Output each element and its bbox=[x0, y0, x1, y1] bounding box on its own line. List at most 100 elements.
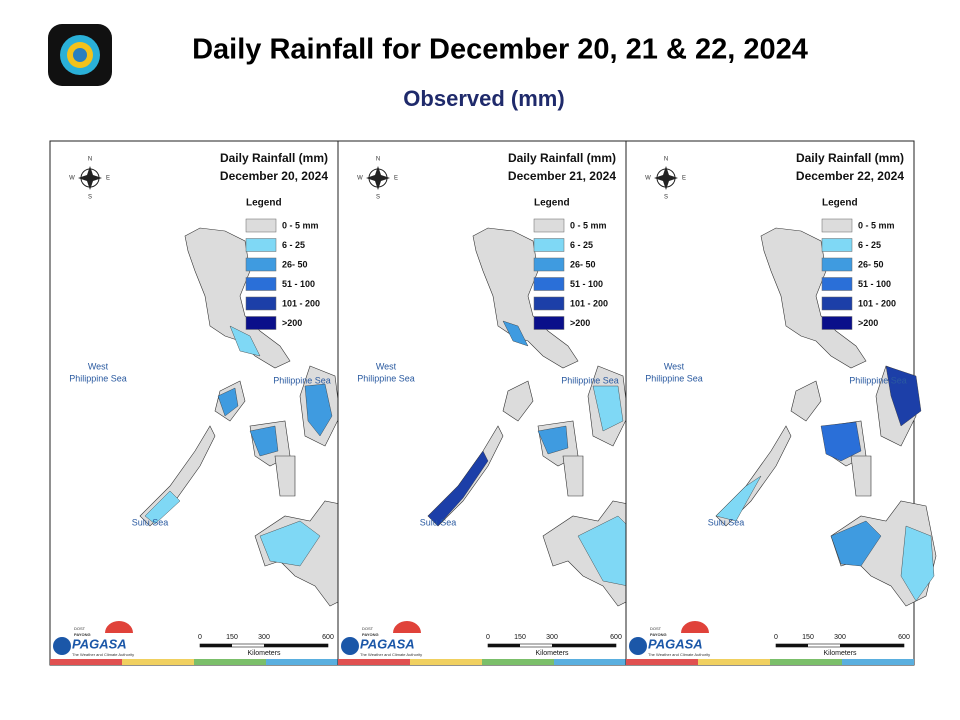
color-strip bbox=[194, 659, 266, 665]
color-strip bbox=[482, 659, 554, 665]
legend-label: 26- 50 bbox=[858, 259, 884, 269]
legend-label: >200 bbox=[858, 318, 878, 328]
logo-text: PAYONG bbox=[650, 632, 667, 637]
legend-label: 0 - 5 mm bbox=[570, 220, 607, 230]
scale-bar bbox=[264, 644, 328, 647]
compass-letter: S bbox=[376, 195, 380, 201]
sea-label: Sulu Sea bbox=[708, 517, 745, 527]
island bbox=[274, 455, 296, 497]
color-strip bbox=[626, 659, 698, 665]
island-map bbox=[427, 227, 649, 607]
compass-letter: N bbox=[664, 157, 668, 163]
logo-name: PAGASA bbox=[360, 636, 415, 651]
logo-umbrella bbox=[681, 621, 709, 633]
scale-label: 600 bbox=[322, 634, 334, 641]
compass-letter: S bbox=[664, 195, 668, 201]
logo-name: PAGASA bbox=[648, 636, 703, 651]
sea-label: Philippine Sea bbox=[357, 373, 415, 383]
island bbox=[184, 227, 291, 369]
legend-label: 26- 50 bbox=[282, 259, 308, 269]
color-strip bbox=[554, 659, 626, 665]
page-subtitle: Observed (mm) bbox=[403, 86, 564, 111]
legend-swatch bbox=[821, 296, 853, 311]
island-map bbox=[139, 227, 361, 607]
color-strip bbox=[842, 659, 914, 665]
compass-star bbox=[654, 166, 678, 190]
sea-label: West bbox=[376, 361, 397, 371]
island-map bbox=[715, 227, 937, 607]
legend-label: 51 - 100 bbox=[282, 279, 315, 289]
compass-letter: N bbox=[376, 157, 380, 163]
logo-text: PAYONG bbox=[74, 632, 91, 637]
compass-letter: E bbox=[106, 176, 110, 182]
legend-label: 51 - 100 bbox=[570, 279, 603, 289]
map-heading: Daily Rainfall (mm) bbox=[796, 151, 904, 165]
compass-star bbox=[78, 166, 102, 190]
compass-letter: W bbox=[357, 176, 363, 182]
rain-area bbox=[830, 520, 882, 567]
legend-title: Legend bbox=[246, 198, 282, 209]
legend-swatch bbox=[245, 316, 277, 330]
island bbox=[502, 380, 534, 422]
map-date: December 21, 2024 bbox=[508, 169, 616, 183]
legend-label: 0 - 5 mm bbox=[858, 220, 895, 230]
map-heading: Daily Rainfall (mm) bbox=[220, 151, 328, 165]
legend-title: Legend bbox=[534, 198, 570, 209]
color-strip bbox=[122, 659, 194, 665]
legend-label: 101 - 200 bbox=[282, 298, 320, 308]
scale-bar bbox=[200, 644, 232, 647]
scale-bar bbox=[840, 644, 904, 647]
logo-umbrella bbox=[393, 621, 421, 633]
scale-label: 600 bbox=[610, 634, 622, 641]
sea-label: Philippine Sea bbox=[645, 373, 703, 383]
page-title: Daily Rainfall for December 20, 21 & 22,… bbox=[192, 34, 808, 66]
legend-swatch bbox=[533, 277, 565, 291]
scale-label: 0 bbox=[198, 634, 202, 641]
scale-label: 300 bbox=[546, 634, 558, 641]
scale-label: 150 bbox=[226, 634, 238, 641]
rain-area bbox=[537, 425, 569, 455]
rain-area bbox=[715, 475, 762, 522]
legend-swatch bbox=[245, 277, 277, 291]
sea-label: West bbox=[664, 361, 685, 371]
legend-label: 6 - 25 bbox=[570, 240, 593, 250]
compass-letter: W bbox=[69, 176, 75, 182]
legend-label: 6 - 25 bbox=[282, 240, 305, 250]
legend-label: 101 - 200 bbox=[570, 298, 608, 308]
legend-label: 51 - 100 bbox=[858, 279, 891, 289]
map-heading: Daily Rainfall (mm) bbox=[508, 151, 616, 165]
legend-label: 6 - 25 bbox=[858, 240, 881, 250]
island bbox=[472, 227, 579, 369]
rain-area bbox=[249, 425, 279, 457]
logo-mark bbox=[341, 637, 359, 655]
legend-swatch bbox=[533, 218, 565, 233]
legend-swatch bbox=[533, 296, 565, 311]
rain-area bbox=[304, 383, 333, 437]
legend-swatch bbox=[821, 257, 853, 272]
scale-label: 0 bbox=[486, 634, 490, 641]
compass-letter: E bbox=[682, 176, 686, 182]
sea-label: Philippine Sea bbox=[849, 375, 907, 385]
rain-area bbox=[427, 450, 489, 527]
legend-swatch bbox=[245, 218, 277, 233]
rain-area bbox=[885, 365, 922, 427]
logo-umbrella bbox=[105, 621, 133, 633]
legend-swatch bbox=[245, 238, 277, 252]
legend-swatch bbox=[245, 296, 277, 311]
legend-swatch bbox=[821, 316, 853, 330]
map-date: December 22, 2024 bbox=[796, 169, 904, 183]
color-strip bbox=[698, 659, 770, 665]
scale-bar bbox=[488, 644, 520, 647]
scale-bar bbox=[776, 644, 808, 647]
compass-letter: E bbox=[394, 176, 398, 182]
logo-name: PAGASA bbox=[72, 636, 127, 651]
legend-label: >200 bbox=[282, 318, 302, 328]
scale-label: 150 bbox=[514, 634, 526, 641]
sea-label: West bbox=[88, 361, 109, 371]
logo-text: DOST bbox=[650, 626, 662, 631]
scale-label: 600 bbox=[898, 634, 910, 641]
island bbox=[760, 227, 867, 369]
rain-area bbox=[820, 421, 862, 462]
panel-frame bbox=[49, 140, 339, 666]
